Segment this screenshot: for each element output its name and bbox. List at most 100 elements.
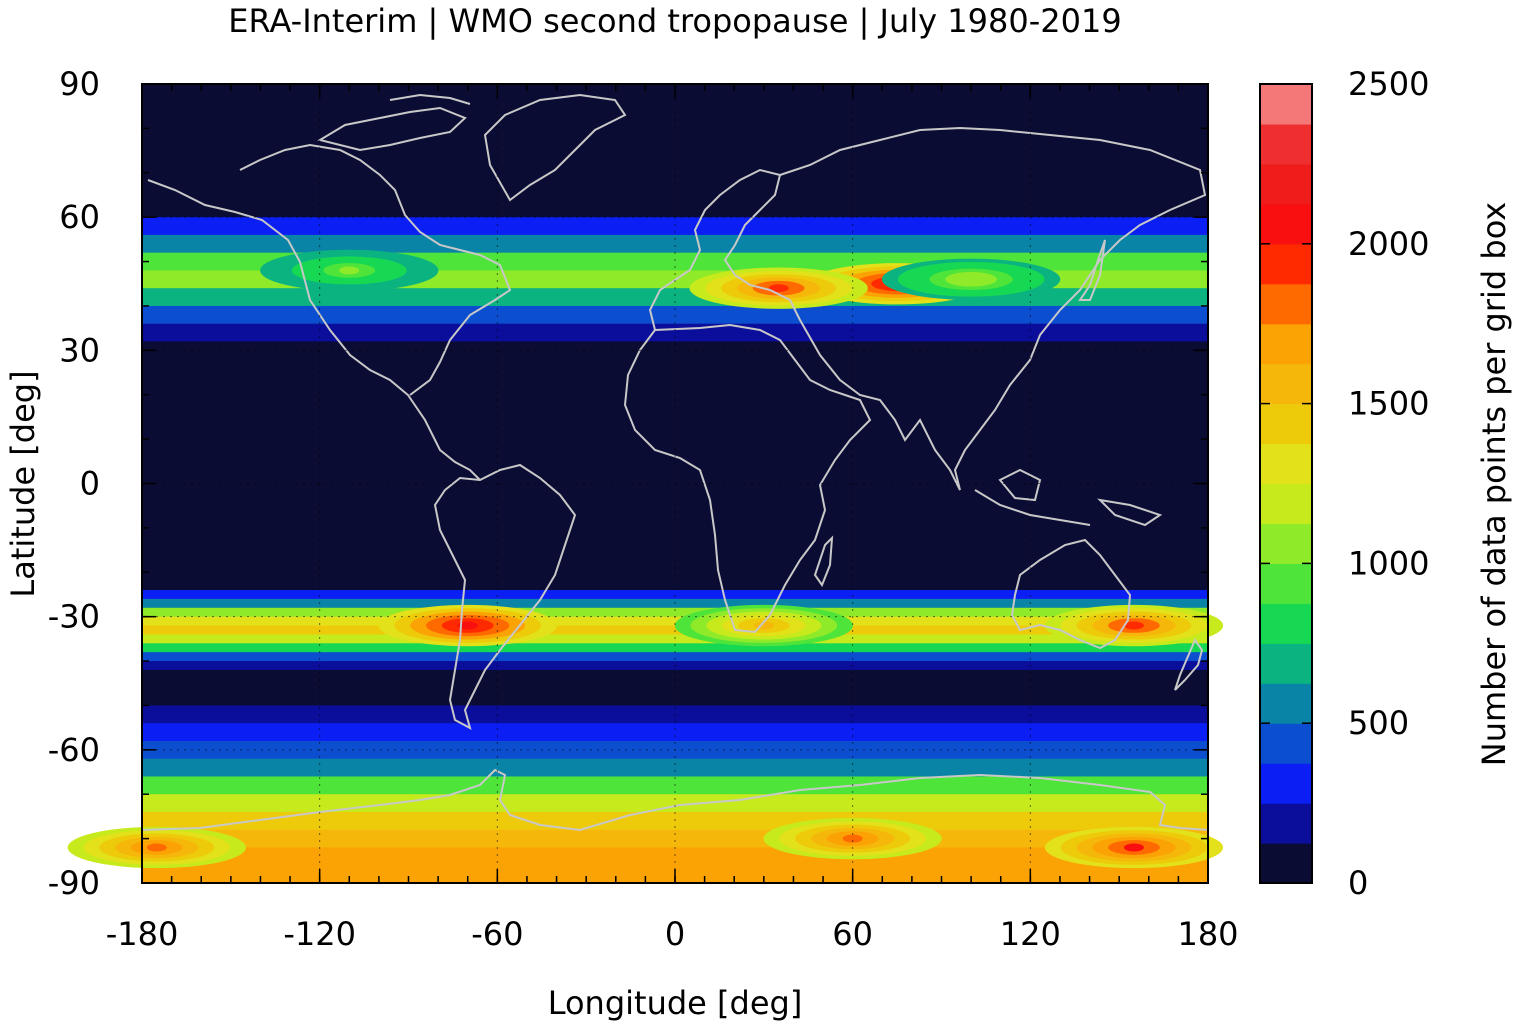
colorbar-swatch [1260, 243, 1312, 285]
x-tick-labels: -180 -120 -60 0 60 120 180 [106, 915, 1239, 953]
colorbar-swatch [1260, 283, 1312, 325]
colorbar-swatch [1260, 443, 1312, 485]
hotspot-level [146, 843, 167, 852]
x-axis-label: Longitude [deg] [548, 984, 803, 1022]
band-cell [142, 288, 1208, 307]
colorbar-tick-label: 2500 [1348, 65, 1429, 103]
band-cell [142, 323, 1208, 343]
colorbar-swatch [1260, 163, 1312, 205]
band-cell [142, 199, 1208, 218]
colorbar-swatch [1260, 683, 1312, 724]
coastline-north-america [147, 143, 512, 481]
colorbar-tick-labels: 2500 2000 1500 1000 500 0 [1260, 65, 1429, 902]
colorbar-swatch [1260, 323, 1312, 365]
colorbar-swatch [1260, 563, 1312, 604]
x-tick-label: 0 [665, 915, 685, 953]
plot-frame [141, 83, 1209, 884]
colorbar-swatch [1260, 643, 1312, 684]
hotspot-level [842, 834, 863, 843]
y-tick-label: 60 [59, 198, 100, 236]
coastline-south-america [433, 463, 577, 730]
x-tick-label: -60 [471, 915, 523, 953]
band-cell [142, 847, 1208, 866]
hotspot-level [339, 266, 360, 275]
coastline-indonesia [974, 468, 1163, 527]
coastline-greenland [483, 93, 627, 202]
y-tick-label: 0 [80, 465, 100, 503]
colorbar-swatch [1260, 603, 1312, 644]
y-tick-label: 90 [59, 65, 100, 103]
colorbar-swatch [1260, 523, 1312, 564]
hotspot [763, 817, 942, 860]
band-cell [142, 652, 1208, 662]
x-tick-label: -120 [283, 915, 356, 953]
colorbar-swatch [1260, 203, 1312, 245]
colorbar-tick-label: 1500 [1348, 385, 1429, 423]
colorbar-label: Number of data points per grid box [1475, 202, 1513, 766]
colorbar-swatch [1260, 123, 1312, 165]
hotspot [1044, 826, 1224, 869]
coastline-europe [648, 168, 801, 331]
x-tick-label: 180 [1177, 915, 1238, 953]
band-cell [142, 687, 1208, 707]
band-cell [142, 634, 1208, 644]
plot-area [67, 83, 1224, 884]
coastline-arctic-islands [317, 93, 471, 152]
band-cell [142, 234, 1208, 254]
band-cell [142, 217, 1208, 236]
colorbar-tick-label: 1000 [1348, 544, 1429, 582]
colorbar-swatch [1260, 763, 1312, 804]
grid [142, 84, 1208, 883]
coastline-africa [623, 323, 872, 634]
band-cell [142, 758, 1208, 778]
coastlines [141, 93, 1209, 832]
colorbar-tick-label: 500 [1348, 704, 1409, 742]
y-tick-label: -60 [48, 731, 100, 769]
colorbar-swatch [1260, 723, 1312, 764]
band-cell [142, 581, 1208, 591]
colorbar [1260, 84, 1312, 884]
x-tick-label: 60 [832, 915, 873, 953]
colorbar-swatch [1260, 84, 1312, 125]
colorbar-swatch [1260, 403, 1312, 445]
band-cell [142, 607, 1208, 618]
band-cell [142, 643, 1208, 653]
y-tick-label: -30 [48, 598, 100, 636]
hotspot-level [1123, 621, 1144, 630]
y-tick-label: -90 [48, 864, 100, 902]
hotspot [674, 604, 853, 647]
hotspot [1044, 604, 1224, 647]
hotspot-level [1123, 843, 1144, 852]
band-cell [142, 590, 1208, 600]
coastline-antarctica [141, 768, 1209, 832]
hotspot [689, 267, 868, 309]
coastline-asia [779, 126, 1207, 491]
band-cell [142, 723, 1208, 742]
band-cell [142, 829, 1208, 849]
y-tick-labels: 90 60 30 0 -30 -60 -90 [48, 65, 100, 902]
hotspot [67, 826, 246, 869]
y-tick-label: 30 [59, 331, 100, 369]
colorbar-swatch [1260, 803, 1312, 844]
coastline-madagascar [813, 535, 834, 588]
band-cell [142, 794, 1208, 813]
coastline-new-zealand [1174, 637, 1204, 691]
coastline-japan [1078, 239, 1106, 301]
colorbar-tick-label: 0 [1348, 864, 1368, 902]
hotspot-level [961, 275, 982, 284]
coastline-australia [1010, 538, 1132, 650]
chart-title: ERA-Interim | WMO second tropopause | Ju… [228, 2, 1121, 40]
x-tick-label: -180 [106, 915, 179, 953]
hotspots [67, 249, 1224, 869]
y-axis-label: Latitude [deg] [4, 370, 42, 597]
band-cell [142, 616, 1208, 627]
colorbar-tick-label: 2000 [1348, 225, 1429, 263]
colorbar-frame [1259, 83, 1313, 884]
colorbar-swatch [1260, 483, 1312, 525]
hotspot-level [457, 621, 478, 630]
hotspot [881, 258, 1061, 300]
hotspot-level [768, 284, 789, 293]
band-cell [142, 811, 1208, 831]
x-tick-label: 120 [1000, 915, 1061, 953]
